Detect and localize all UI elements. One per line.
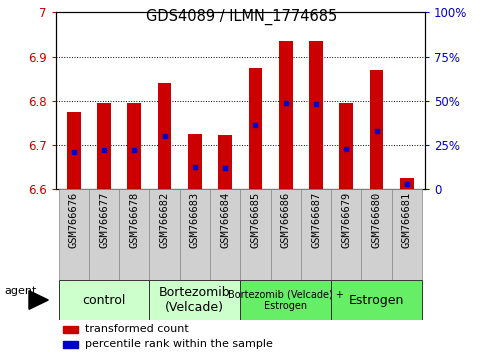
Text: control: control (82, 293, 126, 307)
Bar (149, 189, 180, 280)
Bar (361, 189, 392, 280)
Text: GSM766681: GSM766681 (402, 192, 412, 249)
Text: GSM766680: GSM766680 (371, 192, 382, 249)
Text: GSM766682: GSM766682 (159, 192, 170, 249)
Bar (119, 189, 149, 280)
Bar (309, 41, 323, 189)
Bar (370, 70, 384, 189)
Text: Bortezomib (Velcade) +
Estrogen: Bortezomib (Velcade) + Estrogen (228, 289, 344, 311)
Bar (279, 41, 293, 189)
Bar (58, 189, 89, 280)
Bar (331, 189, 361, 280)
Bar (180, 189, 210, 280)
Text: Bortezomib
(Velcade): Bortezomib (Velcade) (159, 286, 231, 314)
Text: GDS4089 / ILMN_1774685: GDS4089 / ILMN_1774685 (146, 9, 337, 25)
Text: GSM766676: GSM766676 (69, 192, 79, 249)
Text: GSM766687: GSM766687 (311, 192, 321, 249)
Text: GSM766684: GSM766684 (220, 192, 230, 249)
Bar (128, 103, 141, 189)
Bar (340, 103, 353, 189)
Text: GSM766677: GSM766677 (99, 192, 109, 249)
Bar (149, 280, 241, 320)
Bar (210, 189, 241, 280)
Bar (270, 189, 301, 280)
Text: percentile rank within the sample: percentile rank within the sample (85, 339, 273, 349)
Text: Estrogen: Estrogen (349, 293, 404, 307)
Bar (218, 135, 232, 189)
Text: GSM766686: GSM766686 (281, 192, 291, 249)
Bar (89, 189, 119, 280)
Bar (241, 189, 270, 280)
Bar (400, 178, 413, 189)
Text: GSM766683: GSM766683 (190, 192, 200, 249)
Text: GSM766679: GSM766679 (341, 192, 351, 249)
Bar (188, 134, 202, 189)
Text: GSM766678: GSM766678 (129, 192, 139, 249)
Bar (301, 189, 331, 280)
Text: agent: agent (5, 286, 37, 296)
Text: transformed count: transformed count (85, 324, 189, 335)
Bar (58, 280, 149, 320)
Bar (67, 112, 81, 189)
Bar (97, 103, 111, 189)
Bar (392, 189, 422, 280)
Bar (158, 83, 171, 189)
Bar (241, 280, 331, 320)
Polygon shape (29, 291, 48, 309)
Bar (63, 341, 78, 348)
Bar (63, 326, 78, 333)
Text: GSM766685: GSM766685 (251, 192, 260, 249)
Bar (249, 68, 262, 189)
Bar (331, 280, 422, 320)
